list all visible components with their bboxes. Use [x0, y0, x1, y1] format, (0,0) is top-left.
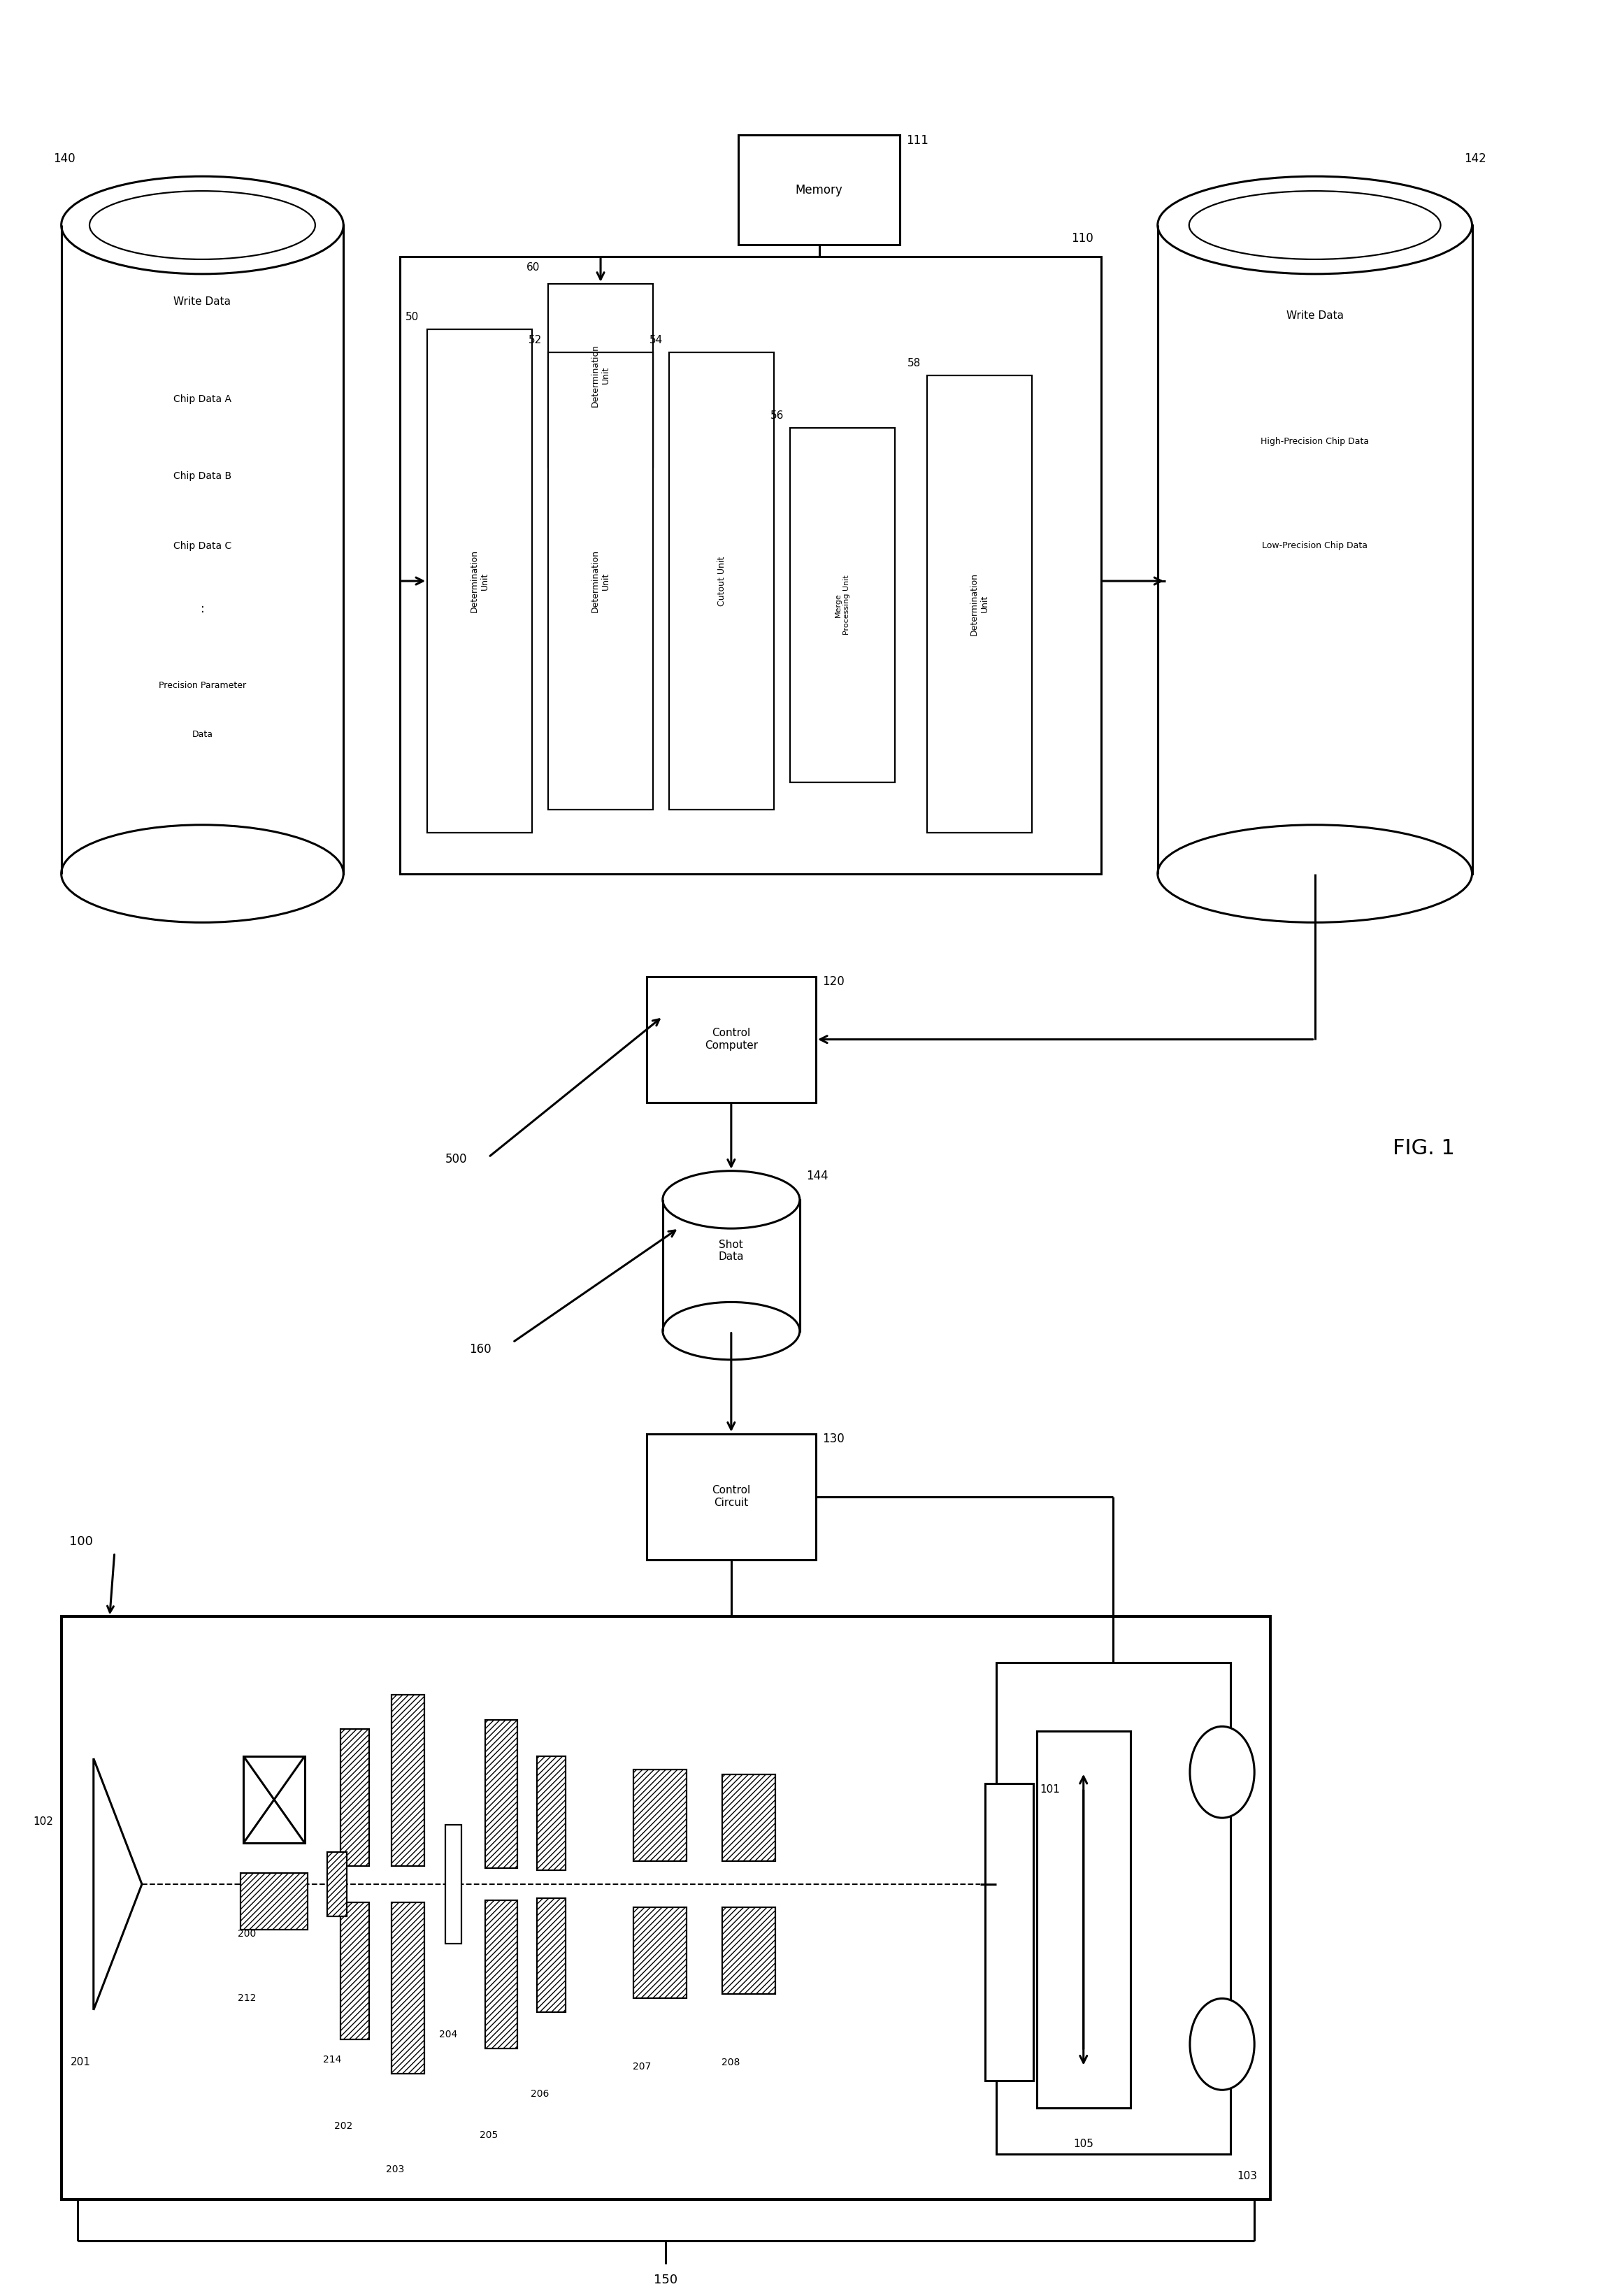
- Circle shape: [1191, 1998, 1254, 2089]
- Bar: [670, 351, 774, 810]
- Text: 206: 206: [530, 2089, 550, 2099]
- Bar: [663, 1201, 800, 1332]
- Text: 208: 208: [722, 2057, 740, 2066]
- Text: Shot
Data: Shot Data: [719, 1240, 744, 1263]
- Text: Control
Circuit: Control Circuit: [712, 1486, 751, 1508]
- Text: 150: 150: [654, 2273, 678, 2287]
- Bar: [634, 1908, 686, 1998]
- Bar: [328, 1853, 347, 1917]
- Text: 212: 212: [237, 1993, 256, 2002]
- Text: 204: 204: [440, 2030, 457, 2039]
- Ellipse shape: [663, 1302, 800, 1359]
- Text: 50: 50: [406, 312, 418, 324]
- Text: Control
Computer: Control Computer: [704, 1029, 757, 1052]
- Text: 201: 201: [70, 2057, 91, 2066]
- Bar: [485, 1901, 517, 2048]
- Text: 103: 103: [1236, 2172, 1257, 2181]
- Text: 160: 160: [469, 1343, 491, 1355]
- Text: 54: 54: [649, 335, 663, 344]
- Bar: [790, 427, 895, 783]
- Bar: [996, 1662, 1229, 2154]
- Bar: [427, 331, 532, 833]
- Bar: [1036, 1731, 1131, 2108]
- Bar: [1158, 225, 1473, 875]
- Text: Chip Data B: Chip Data B: [174, 471, 232, 482]
- Text: 200: 200: [237, 1929, 256, 1940]
- Text: :: :: [201, 602, 204, 615]
- Bar: [62, 225, 344, 875]
- Text: High-Precision Chip Data: High-Precision Chip Data: [1260, 436, 1369, 445]
- Bar: [928, 374, 1032, 833]
- Text: Chip Data A: Chip Data A: [174, 395, 232, 404]
- Text: 120: 120: [822, 976, 845, 987]
- Text: 101: 101: [1040, 1784, 1061, 1795]
- Text: 102: 102: [32, 1816, 54, 1828]
- Text: Memory: Memory: [795, 184, 843, 197]
- Bar: [548, 285, 654, 466]
- Text: 207: 207: [633, 2062, 650, 2071]
- Text: 130: 130: [822, 1433, 845, 1444]
- Bar: [537, 1899, 566, 2011]
- Text: Cutout Unit: Cutout Unit: [717, 556, 727, 606]
- Text: 203: 203: [386, 2165, 404, 2174]
- Text: 100: 100: [70, 1536, 92, 1548]
- Text: 105: 105: [1074, 2140, 1093, 2149]
- Ellipse shape: [663, 1171, 800, 1228]
- Text: Determination
Unit: Determination Unit: [590, 344, 610, 406]
- Text: 202: 202: [334, 2122, 352, 2131]
- Bar: [240, 1874, 308, 1931]
- Text: 60: 60: [527, 262, 540, 273]
- Bar: [444, 1825, 461, 1945]
- Polygon shape: [94, 1759, 141, 2009]
- Bar: [647, 1433, 816, 1559]
- Bar: [647, 976, 816, 1102]
- Text: Precision Parameter: Precision Parameter: [159, 682, 247, 689]
- Text: 110: 110: [1071, 232, 1093, 246]
- Text: Determination
Unit: Determination Unit: [970, 572, 989, 636]
- Text: Determination
Unit: Determination Unit: [590, 549, 610, 613]
- Ellipse shape: [1158, 824, 1473, 923]
- Text: 140: 140: [54, 152, 75, 165]
- Bar: [243, 1756, 305, 1844]
- Ellipse shape: [1158, 177, 1473, 273]
- Text: Determination
Unit: Determination Unit: [470, 549, 490, 613]
- Bar: [401, 257, 1101, 875]
- Text: 111: 111: [907, 133, 928, 147]
- Text: Low-Precision Chip Data: Low-Precision Chip Data: [1262, 542, 1367, 551]
- Bar: [738, 135, 900, 246]
- Ellipse shape: [62, 177, 344, 273]
- Text: Write Data: Write Data: [174, 296, 230, 308]
- Text: Data: Data: [191, 730, 212, 739]
- Text: 205: 205: [480, 2131, 498, 2140]
- Bar: [393, 1903, 423, 2073]
- Bar: [62, 1616, 1270, 2200]
- Bar: [537, 1756, 566, 1871]
- Text: 500: 500: [446, 1153, 467, 1166]
- Bar: [341, 1729, 370, 1867]
- Ellipse shape: [62, 824, 344, 923]
- Text: 52: 52: [529, 335, 542, 344]
- Text: Merge
Processing Unit: Merge Processing Unit: [835, 574, 850, 636]
- Ellipse shape: [89, 191, 315, 259]
- Text: 58: 58: [907, 358, 921, 367]
- Text: 56: 56: [770, 411, 783, 420]
- Bar: [485, 1720, 517, 1869]
- Text: 142: 142: [1465, 152, 1486, 165]
- Bar: [985, 1784, 1033, 2080]
- Bar: [634, 1770, 686, 1862]
- Circle shape: [1191, 1727, 1254, 1818]
- Text: 214: 214: [323, 2055, 341, 2064]
- Bar: [341, 1903, 370, 2039]
- Bar: [548, 351, 654, 810]
- Bar: [722, 1775, 775, 1862]
- Ellipse shape: [1189, 191, 1440, 259]
- Bar: [393, 1694, 423, 1867]
- Text: Chip Data C: Chip Data C: [174, 542, 232, 551]
- Text: Write Data: Write Data: [1286, 310, 1343, 321]
- Text: FIG. 1: FIG. 1: [1393, 1139, 1455, 1157]
- Text: 144: 144: [806, 1169, 829, 1182]
- Bar: [722, 1908, 775, 1993]
